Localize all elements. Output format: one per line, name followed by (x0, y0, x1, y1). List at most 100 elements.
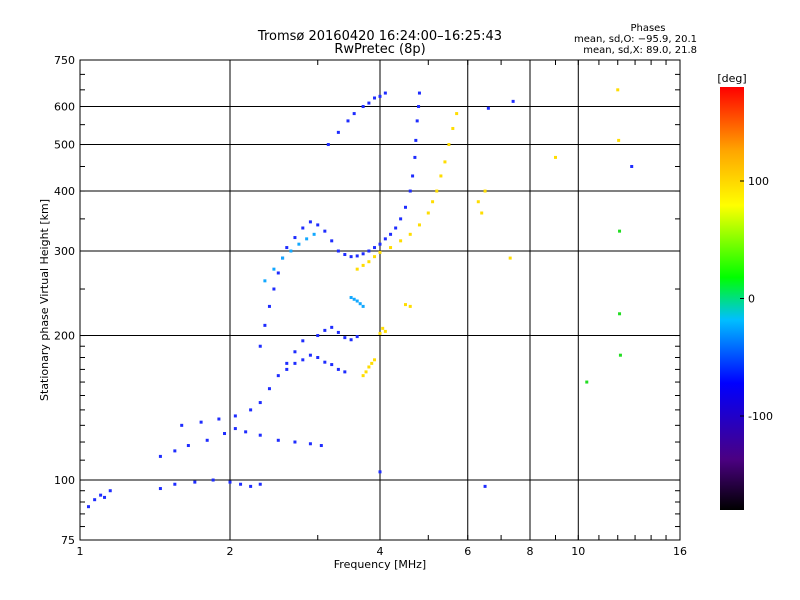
data-point (289, 249, 293, 253)
data-point (364, 370, 368, 374)
phase-stats-heading: Phases (630, 23, 665, 34)
data-point (258, 344, 262, 348)
data-point (276, 374, 280, 378)
data-point (486, 106, 490, 110)
data-point (585, 380, 589, 384)
x-tick-label: 1 (77, 545, 84, 558)
data-point (361, 105, 365, 109)
data-point (343, 336, 347, 340)
data-point (308, 353, 312, 357)
data-points (86, 88, 634, 509)
data-point (403, 303, 407, 307)
data-point (455, 112, 459, 116)
data-point (293, 236, 297, 240)
data-point (103, 495, 107, 499)
data-point (403, 205, 407, 209)
axes-ticks: 1 2 4 6 8 10 16 75 100 200 300 400 500 600 750 (54, 54, 687, 558)
data-point (249, 408, 253, 412)
colorbar-tick-label: -100 (748, 410, 773, 423)
grid-lines (80, 60, 680, 540)
data-point (618, 312, 622, 316)
data-point (349, 338, 353, 342)
data-point (383, 329, 387, 333)
data-point (373, 96, 377, 100)
y-tick-label: 500 (54, 139, 75, 152)
x-tick-label: 10 (571, 545, 585, 558)
data-point (355, 267, 359, 271)
data-point (352, 112, 356, 116)
data-point (439, 174, 443, 178)
data-point (223, 432, 227, 436)
data-point (249, 484, 253, 488)
data-point (330, 363, 334, 367)
data-point (276, 438, 280, 442)
data-point (323, 360, 327, 364)
data-point (93, 498, 97, 502)
data-point (308, 220, 312, 224)
data-point (378, 470, 382, 474)
data-point (258, 433, 262, 437)
data-point (330, 325, 334, 329)
data-point (180, 423, 184, 427)
data-point (343, 370, 347, 374)
data-point (336, 249, 340, 253)
data-point (319, 444, 323, 448)
data-point (399, 217, 403, 221)
data-point (355, 299, 359, 303)
x-tick-label: 6 (464, 545, 471, 558)
data-point (205, 438, 209, 442)
data-point (367, 365, 371, 369)
data-point (417, 223, 421, 227)
data-point (293, 440, 297, 444)
data-point (389, 232, 393, 236)
data-point (414, 138, 418, 142)
x-tick-label: 16 (673, 545, 687, 558)
data-point (355, 335, 359, 339)
x-axis-label: Frequency [MHz] (334, 558, 426, 571)
data-point (630, 164, 634, 168)
data-point (316, 223, 320, 227)
colorbar-tick-label: 100 (748, 175, 769, 188)
data-point (383, 91, 387, 95)
data-point (267, 304, 271, 308)
data-point (352, 297, 356, 301)
data-point (108, 489, 112, 493)
data-point (349, 255, 353, 259)
data-point (408, 189, 412, 193)
phase-stats-o: mean, sd,O: −95.9, 20.1 (574, 34, 697, 45)
x-tick-label: 4 (377, 545, 384, 558)
data-point (378, 94, 382, 98)
data-point (373, 246, 377, 250)
data-point (301, 358, 305, 362)
data-point (355, 254, 359, 258)
data-point (399, 239, 403, 243)
y-tick-label: 75 (61, 534, 75, 547)
data-point (367, 260, 371, 264)
data-point (367, 101, 371, 105)
y-tick-label: 200 (54, 330, 75, 343)
data-point (297, 242, 301, 246)
data-point (158, 454, 162, 458)
y-tick-label: 750 (54, 54, 75, 67)
data-point (86, 505, 90, 509)
data-point (323, 328, 327, 332)
data-point (349, 296, 353, 300)
data-point (343, 253, 347, 257)
data-point (383, 237, 387, 241)
data-point (308, 442, 312, 446)
data-point (511, 99, 515, 103)
data-point (373, 358, 377, 362)
data-point (480, 211, 484, 215)
data-point (233, 414, 237, 418)
colorbar-tick-label: 0 (748, 293, 755, 306)
data-point (217, 417, 221, 421)
data-point (258, 482, 262, 486)
data-point (417, 105, 421, 109)
y-tick-label: 100 (54, 474, 75, 487)
data-point (99, 493, 103, 497)
data-point (263, 279, 267, 283)
data-point (199, 420, 203, 424)
data-point (411, 174, 415, 178)
data-point (330, 239, 334, 243)
data-point (285, 361, 289, 365)
